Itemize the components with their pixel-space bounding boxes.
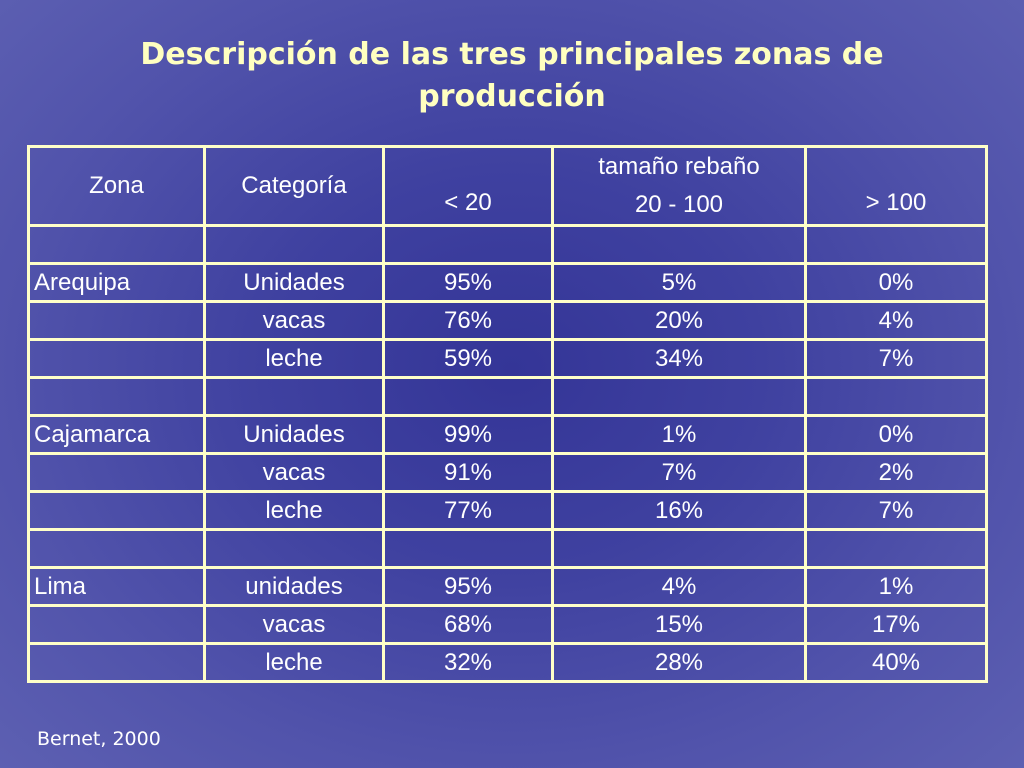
cell-lt20 <box>382 376 554 417</box>
cell-categoria <box>203 376 385 417</box>
cell-categoria: vacas <box>203 300 385 341</box>
cell-lt20: 91% <box>382 452 554 493</box>
cell-gt100: 1% <box>804 566 988 607</box>
table-row <box>27 528 988 569</box>
table-row: Cajamarca Unidades 99% 1% 0% <box>27 414 988 455</box>
slide-title-line-2: producción <box>418 79 606 114</box>
cell-20-100: 1% <box>551 414 807 455</box>
cell-categoria: Unidades <box>203 262 385 303</box>
header-categoria: Categoría <box>203 145 385 227</box>
header-group-label: tamaño rebaño <box>598 153 760 180</box>
table-row: vacas 91% 7% 2% <box>27 452 988 493</box>
table-row <box>27 376 988 417</box>
table-row: leche 77% 16% 7% <box>27 490 988 531</box>
cell-lt20: 77% <box>382 490 554 531</box>
header-gt100: > 100 <box>804 145 988 227</box>
cell-20-100 <box>551 528 807 569</box>
cell-gt100: 7% <box>804 490 988 531</box>
cell-lt20: 32% <box>382 642 554 683</box>
cell-zona <box>27 452 206 493</box>
cell-zona: Arequipa <box>27 262 206 303</box>
cell-categoria: unidades <box>203 566 385 607</box>
cell-20-100: 15% <box>551 604 807 645</box>
cell-categoria <box>203 528 385 569</box>
cell-lt20: 95% <box>382 566 554 607</box>
table-row: Arequipa Unidades 95% 5% 0% <box>27 262 988 303</box>
table-row: vacas 76% 20% 4% <box>27 300 988 341</box>
table-row: Lima unidades 95% 4% 1% <box>27 566 988 607</box>
cell-gt100: 4% <box>804 300 988 341</box>
cell-lt20: 68% <box>382 604 554 645</box>
cell-20-100 <box>551 224 807 265</box>
header-20-100-label: 20 - 100 <box>634 191 724 218</box>
slide-title: Descripción de las tres principales zona… <box>0 34 1024 118</box>
cell-categoria: vacas <box>203 604 385 645</box>
cell-gt100: 2% <box>804 452 988 493</box>
cell-gt100 <box>804 528 988 569</box>
cell-20-100: 20% <box>551 300 807 341</box>
cell-20-100: 5% <box>551 262 807 303</box>
cell-gt100: 17% <box>804 604 988 645</box>
header-20-100: tamaño rebaño 20 - 100 <box>551 145 807 227</box>
cell-zona <box>27 224 206 265</box>
header-zona: Zona <box>27 145 206 227</box>
cell-categoria <box>203 224 385 265</box>
cell-lt20: 95% <box>382 262 554 303</box>
cell-gt100 <box>804 224 988 265</box>
cell-gt100: 0% <box>804 262 988 303</box>
cell-zona <box>27 338 206 379</box>
cell-20-100: 28% <box>551 642 807 683</box>
table-row: leche 59% 34% 7% <box>27 338 988 379</box>
cell-zona <box>27 376 206 417</box>
cell-categoria: leche <box>203 490 385 531</box>
cell-lt20: 99% <box>382 414 554 455</box>
cell-lt20: 59% <box>382 338 554 379</box>
cell-categoria: leche <box>203 642 385 683</box>
cell-lt20 <box>382 528 554 569</box>
cell-categoria: leche <box>203 338 385 379</box>
cell-zona <box>27 642 206 683</box>
cell-zona: Lima <box>27 566 206 607</box>
cell-gt100: 7% <box>804 338 988 379</box>
slide-title-line-1: Descripción de las tres principales zona… <box>140 37 884 72</box>
cell-gt100 <box>804 376 988 417</box>
table-row: leche 32% 28% 40% <box>27 642 988 683</box>
cell-categoria: vacas <box>203 452 385 493</box>
cell-20-100 <box>551 376 807 417</box>
cell-gt100: 0% <box>804 414 988 455</box>
table-row: vacas 68% 15% 17% <box>27 604 988 645</box>
cell-20-100: 4% <box>551 566 807 607</box>
cell-20-100: 16% <box>551 490 807 531</box>
cell-categoria: Unidades <box>203 414 385 455</box>
cell-zona: Cajamarca <box>27 414 206 455</box>
cell-zona <box>27 300 206 341</box>
cell-20-100: 7% <box>551 452 807 493</box>
cell-lt20: 76% <box>382 300 554 341</box>
header-lt20: < 20 <box>382 145 554 227</box>
cell-lt20 <box>382 224 554 265</box>
table-row <box>27 224 988 265</box>
cell-zona <box>27 528 206 569</box>
table-header-row: Zona Categoría < 20 tamaño rebaño 20 - 1… <box>27 145 988 227</box>
cell-zona <box>27 604 206 645</box>
cell-20-100: 34% <box>551 338 807 379</box>
production-zones-table: Zona Categoría < 20 tamaño rebaño 20 - 1… <box>27 145 988 683</box>
cell-zona <box>27 490 206 531</box>
header-gt100-label: > 100 <box>865 189 927 216</box>
source-citation: Bernet, 2000 <box>37 728 161 750</box>
cell-gt100: 40% <box>804 642 988 683</box>
header-lt20-label: < 20 <box>444 189 492 216</box>
